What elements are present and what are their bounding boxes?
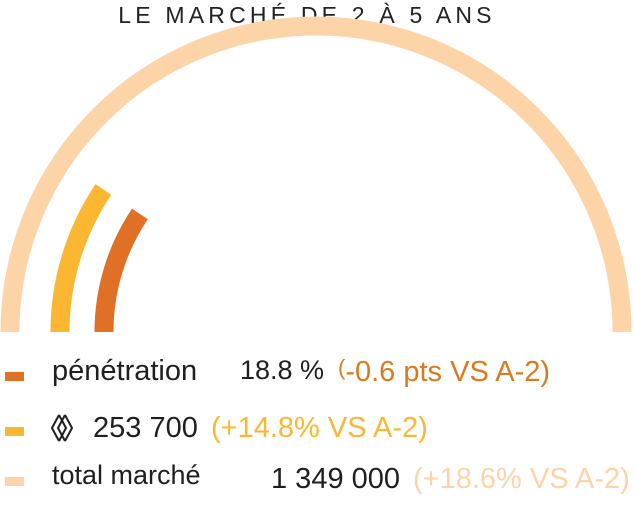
penetration-label: pénétration	[52, 355, 198, 387]
penetration-delta-text: -0.6 pts VS A-2)	[345, 356, 551, 388]
penetration-delta-open-paren: (	[338, 355, 346, 380]
legend-row-penetration: pénétration 18.8 % (-0.6 pts VS A-2)	[0, 355, 634, 395]
legend-row-total: total marché 1 349 000 (+18.6% VS A-2)	[0, 458, 634, 498]
total-value: 1 349 000	[271, 463, 401, 495]
gauge-arc-penetration	[94, 208, 148, 333]
total-label: total marché	[52, 460, 201, 490]
penetration-value: 18.8 %	[240, 355, 325, 385]
gauge-arc-total-market	[0, 16, 632, 333]
penetration-delta: (-0.6 pts VS A-2)	[338, 355, 550, 389]
gauge-arc-brand-volume	[50, 184, 112, 333]
penetration-swatch	[5, 372, 24, 381]
gauge-chart	[0, 16, 632, 333]
total-delta: (+18.6% VS A-2)	[413, 463, 630, 495]
brand-swatch	[5, 427, 24, 436]
brand-delta: (+14.8% VS A-2)	[211, 412, 428, 444]
renault-logo-icon	[50, 414, 74, 442]
brand-value: 253 700	[93, 412, 198, 444]
legend-row-brand: 253 700 (+14.8% VS A-2)	[0, 410, 634, 450]
total-swatch	[5, 477, 24, 486]
